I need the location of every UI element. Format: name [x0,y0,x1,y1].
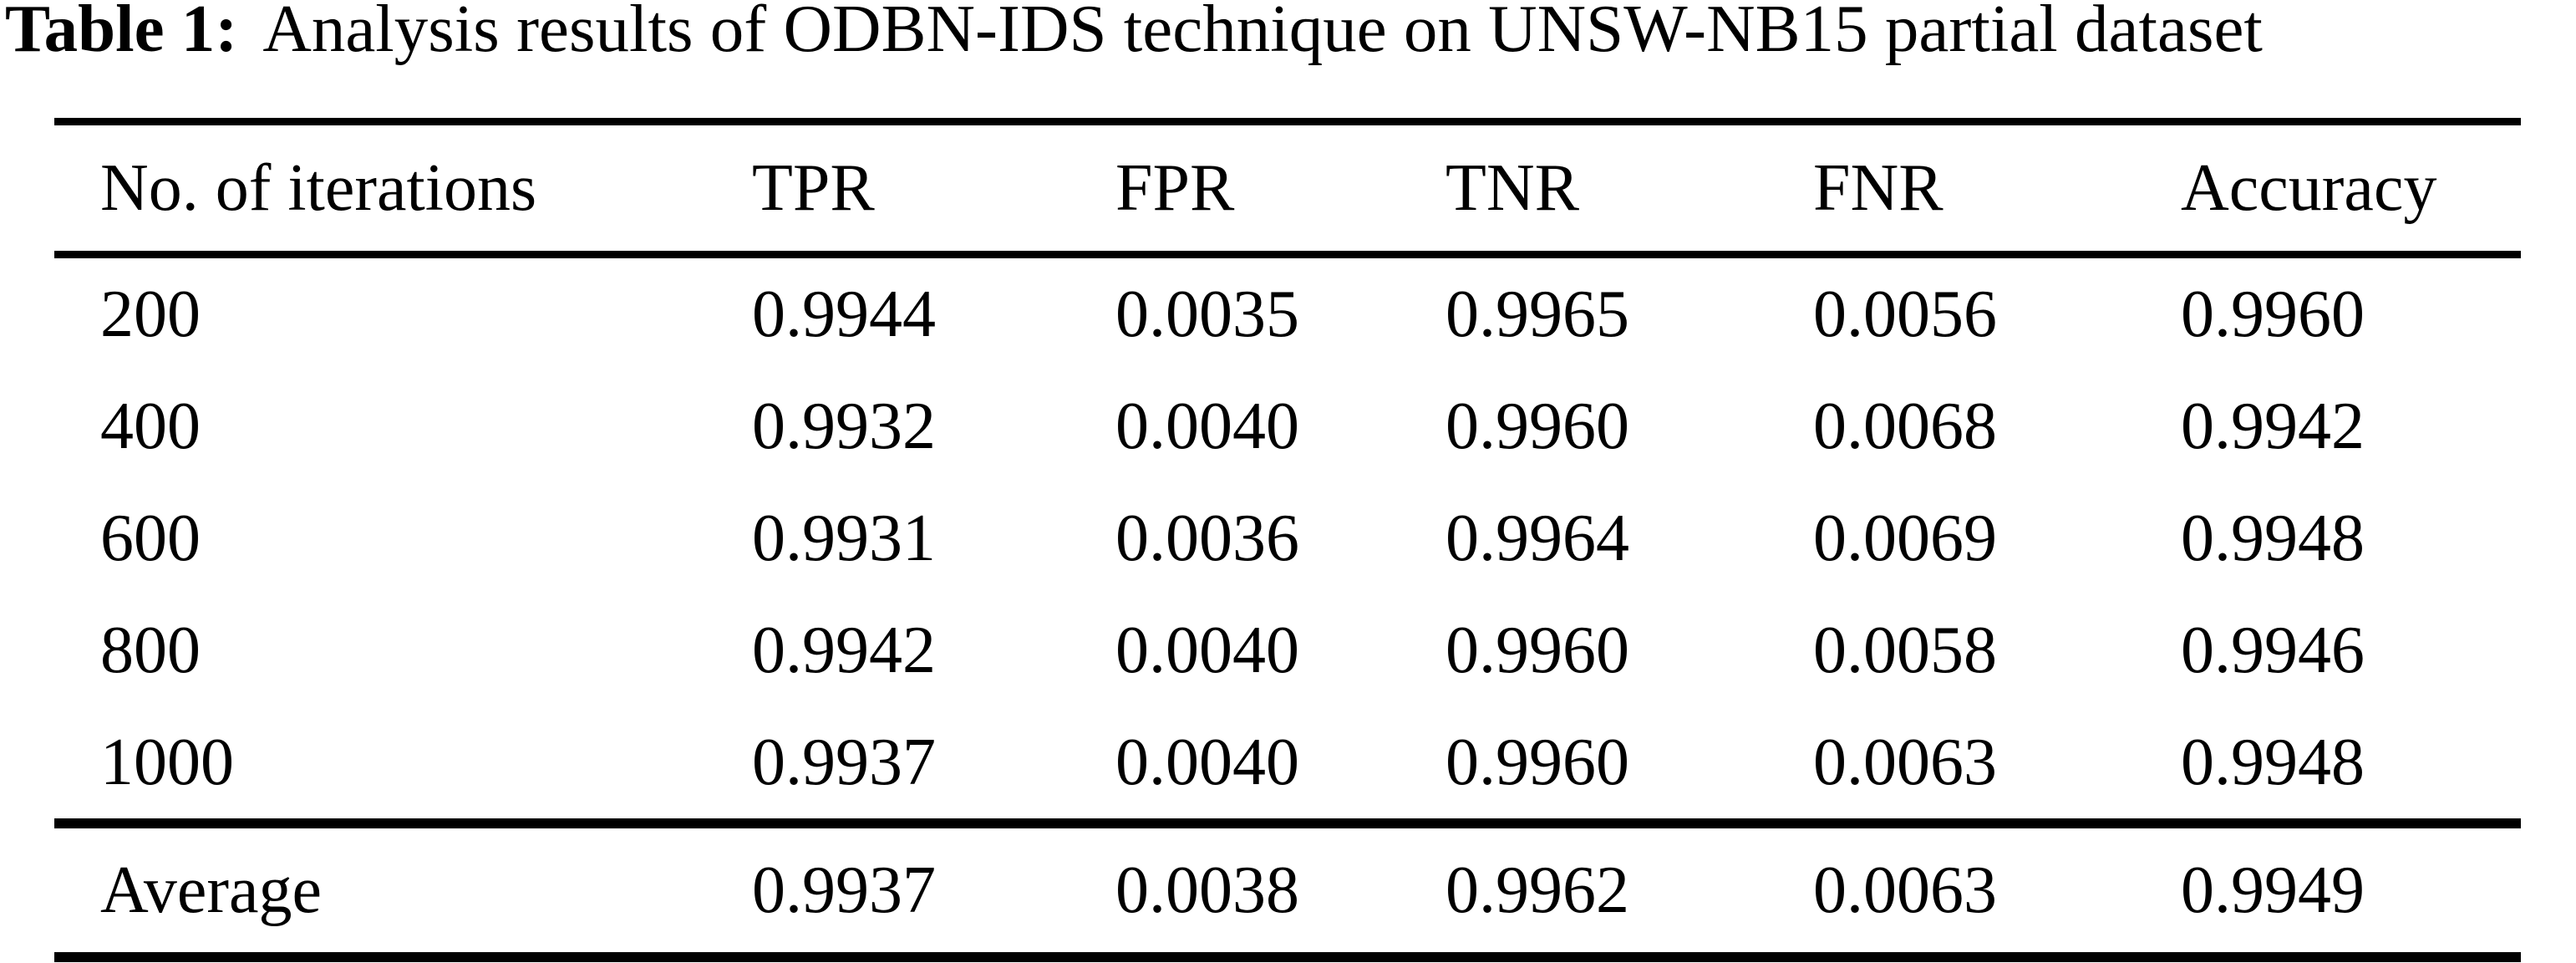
header-fnr: FNR [1813,150,1943,225]
table-row: 600 0.9931 0.0036 0.9964 0.0069 0.9948 [54,482,2521,594]
table-caption: Table 1: Analysis results of ODBN-IDS tec… [5,0,2263,66]
cell-iterations: 1000 [100,725,234,799]
cell-tpr: 0.9931 [752,501,936,575]
cell-accuracy: 0.9948 [2181,501,2365,575]
cell-iterations: 200 [100,277,201,351]
cell-tnr: 0.9964 [1446,501,1629,575]
cell-iterations: 600 [100,501,201,575]
cell-tpr: 0.9937 [752,725,936,799]
cell-iterations: 400 [100,389,201,463]
cell-fnr: 0.0069 [1813,501,1997,575]
cell-fnr: 0.0058 [1813,613,1997,687]
cell-tpr: 0.9944 [752,277,936,351]
cell-fnr: 0.0068 [1813,389,1997,463]
header-fpr: FPR [1115,150,1235,225]
header-iterations: No. of iterations [100,150,537,225]
table-caption-text: Analysis results of ODBN-IDS technique o… [262,0,2263,66]
cell-tpr: 0.9932 [752,389,936,463]
header-tnr: TNR [1446,150,1579,225]
average-row: Average 0.9937 0.0038 0.9962 0.0063 0.99… [54,823,2521,957]
cell-fnr: 0.0063 [1813,725,1997,799]
cell-iterations: 800 [100,613,201,687]
cell-average-accuracy: 0.9949 [2181,853,2365,927]
cell-average-tnr: 0.9962 [1446,853,1629,927]
cell-fnr: 0.0056 [1813,277,1997,351]
table-caption-label: Table 1: [5,0,238,66]
cell-fpr: 0.0036 [1115,501,1299,575]
cell-tpr: 0.9942 [752,613,936,687]
cell-accuracy: 0.9960 [2181,277,2365,351]
cell-tnr: 0.9965 [1446,277,1629,351]
cell-average-tpr: 0.9937 [752,853,936,927]
cell-average-fnr: 0.0063 [1813,853,1997,927]
cell-fpr: 0.0040 [1115,613,1299,687]
cell-tnr: 0.9960 [1446,725,1629,799]
header-accuracy: Accuracy [2181,150,2437,225]
table-row: 400 0.9932 0.0040 0.9960 0.0068 0.9942 [54,370,2521,482]
cell-accuracy: 0.9946 [2181,613,2365,687]
cell-accuracy: 0.9948 [2181,725,2365,799]
header-row: No. of iterations TPR FPR TNR FNR Accura… [54,121,2521,255]
cell-average-label: Average [100,853,322,927]
cell-fpr: 0.0040 [1115,725,1299,799]
table-row: 200 0.9944 0.0035 0.9965 0.0056 0.9960 [54,255,2521,371]
cell-tnr: 0.9960 [1446,613,1629,687]
table-row: 1000 0.9937 0.0040 0.9960 0.0063 0.9948 [54,706,2521,823]
header-tpr: TPR [752,150,875,225]
results-table: No. of iterations TPR FPR TNR FNR Accura… [54,118,2521,962]
cell-tnr: 0.9960 [1446,389,1629,463]
cell-fpr: 0.0040 [1115,389,1299,463]
cell-accuracy: 0.9942 [2181,389,2365,463]
table-row: 800 0.9942 0.0040 0.9960 0.0058 0.9946 [54,594,2521,706]
cell-average-fpr: 0.0038 [1115,853,1299,927]
cell-fpr: 0.0035 [1115,277,1299,351]
